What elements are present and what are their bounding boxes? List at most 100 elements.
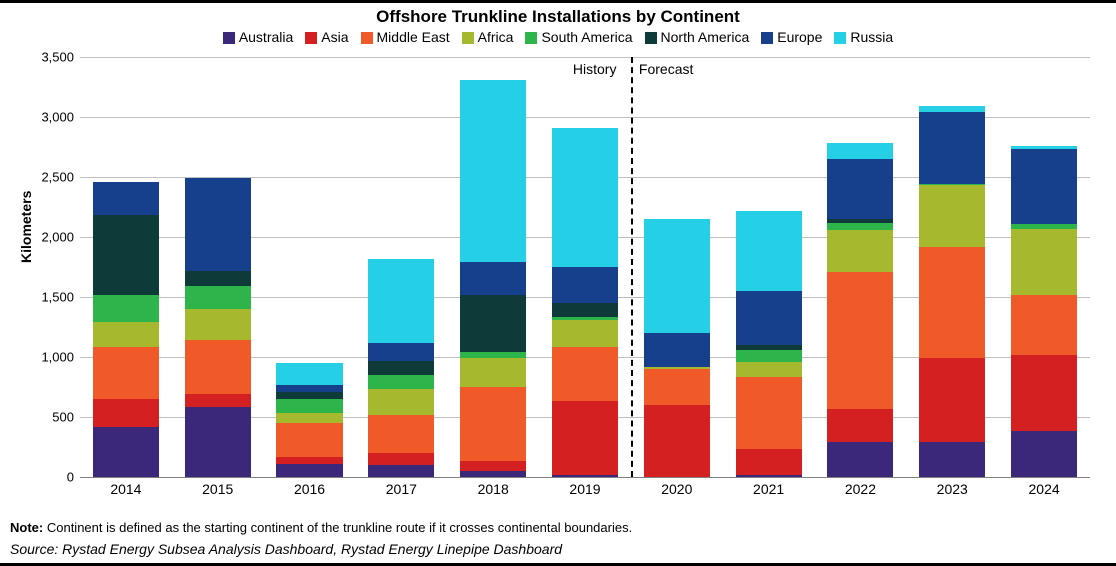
bar-segment (736, 449, 802, 474)
x-tick-label: 2015 (185, 477, 251, 497)
x-tick-label: 2014 (93, 477, 159, 497)
y-tick-label: 3,500 (24, 50, 74, 65)
bar-segment (276, 457, 342, 464)
legend-label: Africa (478, 29, 514, 45)
chart-container: Offshore Trunkline Installations by Cont… (0, 0, 1116, 566)
bar-segment (460, 387, 526, 461)
x-tick-label: 2022 (827, 477, 893, 497)
bar-segment (919, 247, 985, 359)
bar-segment (919, 184, 985, 185)
bar-segment (276, 385, 342, 392)
bar-segment (644, 369, 710, 405)
bar-segment (1011, 355, 1077, 432)
bar-segment (552, 267, 618, 303)
bar-segment (276, 464, 342, 477)
x-tick-label: 2017 (368, 477, 434, 497)
bar-segment (919, 358, 985, 442)
bar-segment (552, 401, 618, 474)
x-tick-label: 2016 (276, 477, 342, 497)
y-tick-label: 1,500 (24, 290, 74, 305)
bar-segment (644, 405, 710, 477)
bar-segment (1011, 295, 1077, 355)
history-forecast-divider (631, 57, 633, 477)
x-tick-label: 2018 (460, 477, 526, 497)
legend-swatch (361, 32, 373, 44)
x-tick-label: 2019 (552, 477, 618, 497)
bar-segment (460, 358, 526, 387)
legend: Australia Asia Middle East Africa South Amer… (0, 27, 1116, 49)
bar-segment (93, 427, 159, 477)
legend-swatch (834, 32, 846, 44)
legend-swatch (223, 32, 235, 44)
bar-segment (552, 347, 618, 401)
bar-segment (552, 128, 618, 267)
bar-segment (93, 295, 159, 323)
legend-label: Russia (850, 29, 893, 45)
bar-segment (827, 272, 893, 409)
bar-segment (736, 345, 802, 350)
bar-segment (185, 271, 251, 287)
bar-segment (736, 291, 802, 345)
bar-segment (736, 377, 802, 449)
legend-label: Australia (239, 29, 293, 45)
legend-label: Middle East (377, 29, 450, 45)
bar-segment (644, 333, 710, 367)
bar-segment (276, 392, 342, 399)
bar-segment (552, 317, 618, 319)
bar-segment (93, 347, 159, 399)
chart-title: Offshore Trunkline Installations by Cont… (0, 3, 1116, 27)
bar-segment (460, 352, 526, 358)
bar-segment (919, 112, 985, 184)
bar-segment (460, 262, 526, 294)
bar-segment (460, 295, 526, 353)
bar-segment (919, 106, 985, 112)
bar-segment (827, 223, 893, 230)
plot-area: 05001,0001,5002,0002,5003,0003,500201420… (80, 57, 1090, 477)
legend-swatch (645, 32, 657, 44)
bar-segment (276, 423, 342, 457)
y-tick-label: 500 (24, 410, 74, 425)
bar-segment (1011, 224, 1077, 229)
bar-segment (460, 80, 526, 262)
legend-swatch (462, 32, 474, 44)
x-tick-label: 2021 (736, 477, 802, 497)
legend-item: Africa (462, 29, 514, 45)
bar-segment (919, 442, 985, 477)
legend-label: South America (541, 29, 632, 45)
legend-item: Russia (834, 29, 893, 45)
bar-segment (644, 367, 710, 369)
bar-segment (368, 465, 434, 477)
bar-segment (276, 363, 342, 385)
bar-segment (736, 362, 802, 378)
bar-segment (368, 343, 434, 361)
bar-segment (1011, 146, 1077, 150)
bar-segment (93, 399, 159, 427)
y-axis-label: Kilometers (18, 191, 34, 263)
y-tick-label: 1,000 (24, 350, 74, 365)
legend-swatch (525, 32, 537, 44)
bar-segment (368, 389, 434, 414)
bar-segment (276, 399, 342, 413)
bar-segment (1011, 149, 1077, 223)
legend-swatch (761, 32, 773, 44)
x-tick-label: 2020 (644, 477, 710, 497)
note: Note: Continent is defined as the starti… (10, 520, 632, 535)
bar-segment (644, 219, 710, 333)
bar-segment (93, 215, 159, 294)
bar-segment (185, 340, 251, 394)
bar-segment (368, 361, 434, 375)
history-label: History (573, 61, 617, 77)
bar-segment (185, 394, 251, 407)
note-text: Continent is defined as the starting con… (47, 520, 632, 535)
bar-segment (185, 178, 251, 270)
legend-item: North America (645, 29, 750, 45)
bar-segment (919, 185, 985, 246)
bar-segment (827, 230, 893, 272)
bar-segment (368, 375, 434, 389)
legend-label: Asia (321, 29, 348, 45)
bar-segment (185, 309, 251, 340)
bar-segment (276, 413, 342, 423)
bar-segment (827, 219, 893, 223)
bar-segment (460, 461, 526, 471)
bar-segment (552, 303, 618, 317)
